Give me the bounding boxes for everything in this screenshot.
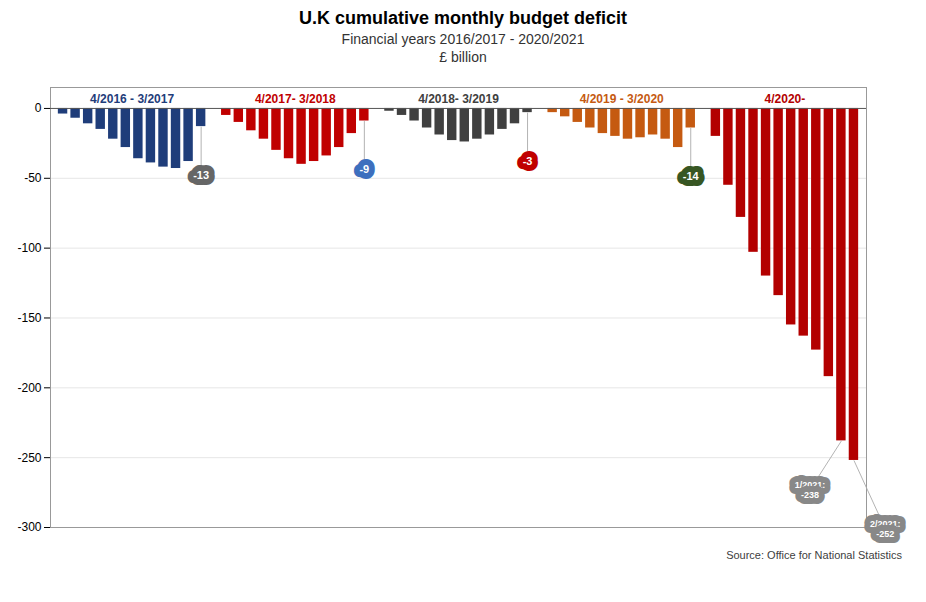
html-text:Financial years 2016/2017 - 20: Financial years 2016/2017 - 2020/2021 xyxy=(341,31,585,47)
svg-text:-100: -100 xyxy=(17,241,41,255)
html-text:U.K cumulative monthly budget: U.K cumulative monthly budget deficit xyxy=(299,8,627,28)
html-text:Source: Office for National St: Source: Office for National Statistics xyxy=(726,549,902,561)
svg-text:4/2016 - 3/2017: 4/2016 - 3/2017 xyxy=(90,92,174,106)
svg-text:-3: -3 xyxy=(523,155,533,167)
html-text:£ billion: £ billion xyxy=(439,49,487,65)
svg-text:-14: -14 xyxy=(683,170,700,182)
svg-text:4/2017- 3/2018: 4/2017- 3/2018 xyxy=(255,92,336,106)
svg-text:4/2018- 3/2019: 4/2018- 3/2019 xyxy=(418,92,499,106)
svg-text:-9: -9 xyxy=(359,163,369,175)
svg-text:4/2019 - 3/2020: 4/2019 - 3/2020 xyxy=(580,92,664,106)
svg-text:0: 0 xyxy=(35,101,42,115)
svg-text:4/2020-: 4/2020- xyxy=(765,92,806,106)
svg-text:-50: -50 xyxy=(24,171,42,185)
svg-text:-150: -150 xyxy=(17,311,41,325)
svg-text:-300: -300 xyxy=(17,520,41,534)
svg-text:2/2021:-252: 2/2021:-252 xyxy=(870,519,901,539)
svg-text:1/2021:-238: 1/2021:-238 xyxy=(795,480,826,500)
svg-text:-200: -200 xyxy=(17,381,41,395)
svg-text:-250: -250 xyxy=(17,450,41,464)
svg-text:-13: -13 xyxy=(193,169,209,181)
